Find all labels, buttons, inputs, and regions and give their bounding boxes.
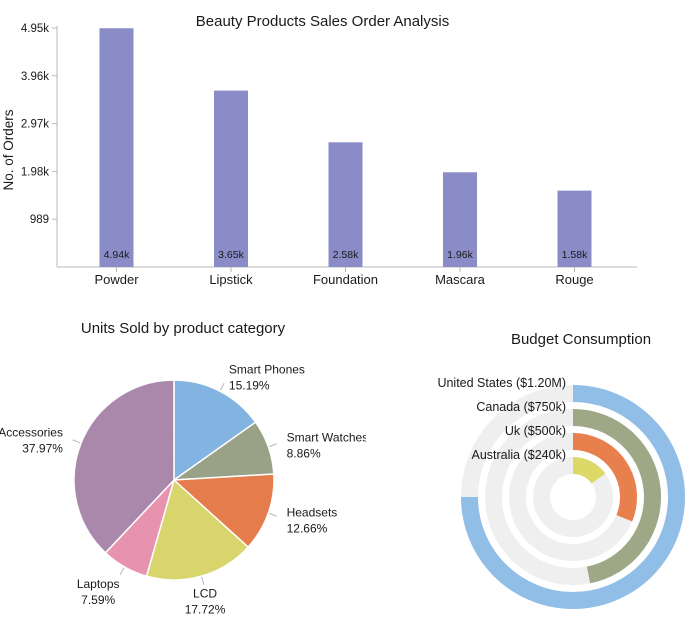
pie-slice-percent: 37.97% [22, 441, 63, 455]
radial-bar-label: Australia ($240k) [472, 448, 567, 462]
bar-value-label: 2.58k [333, 249, 359, 261]
radial-chart-canvas: United States ($1.20M) Canada ($750k) Uk (… [437, 376, 685, 609]
pie-slice-name: Smart Phones [229, 363, 305, 377]
pie-slice[interactable] [173, 379, 257, 482]
bar-value-label: 1.58k [562, 249, 588, 261]
pie-slice-name: LCD [193, 587, 217, 601]
bar-value-label: 4.94k [104, 249, 130, 261]
pie-slice-percent: 7.59% [81, 593, 115, 607]
pie-slice-percent: 12.66% [287, 521, 328, 535]
bar-value-label: 1.96k [447, 249, 473, 261]
leader-tick [269, 513, 277, 517]
pie-slice-name: Smart Watches [287, 431, 366, 445]
pie-slice-name: Accessories [0, 425, 63, 439]
radial-bar-label: United States ($1.20M) [437, 376, 566, 390]
pie-slice-percent: 8.86% [287, 447, 321, 461]
leader-tick [219, 382, 225, 391]
radial-bar[interactable] [572, 457, 606, 484]
bar-value-label: 3.65k [218, 249, 244, 261]
x-category-label: Foundation [313, 272, 378, 287]
pie-chart-canvas: Smart Phones 15.19% Smart Watches 8.86% Head… [0, 363, 366, 617]
x-category-label: Mascara [435, 272, 486, 287]
pie-chart-title: Units Sold by product category [80, 320, 286, 337]
y-axis-title: No. of Orders [1, 109, 16, 190]
pie-slice-name: Headsets [287, 505, 338, 519]
pie-slice-percent: 15.19% [229, 379, 270, 393]
x-category-label: Lipstick [209, 272, 253, 287]
leader-tick [72, 439, 81, 444]
radial-bar[interactable] [572, 433, 637, 522]
bar[interactable] [443, 172, 477, 267]
leader-tick [201, 576, 205, 585]
pie-slice[interactable] [172, 473, 275, 549]
bar[interactable] [99, 28, 134, 268]
pie-slice[interactable] [145, 478, 250, 581]
bar[interactable] [328, 142, 363, 267]
y-tick-label: 1.98k [21, 166, 49, 178]
bar[interactable] [214, 90, 248, 268]
bar[interactable] [557, 190, 592, 267]
bar-chart-title: Beauty Products Sales Order Analysis [195, 13, 450, 30]
radial-bar[interactable] [461, 385, 685, 609]
y-tick-label: 2.97k [21, 119, 49, 131]
radial-chart-title: Budget Consumption [510, 331, 652, 348]
pie-slice-percent: 17.72% [185, 603, 226, 617]
leader-tick [119, 567, 125, 576]
x-category-label: Powder [94, 272, 139, 287]
radial-bar-label: Canada ($750k) [476, 400, 566, 414]
y-tick-label: 989 [30, 214, 49, 226]
radial-bar[interactable] [572, 409, 661, 584]
y-tick-label: 3.96k [21, 71, 49, 83]
pie-slice-name: Laptops [77, 577, 120, 591]
bar-chart-canvas: 989 1.98k 2.97k 3.96k 4.95k No. of Orders 4.94… [1, 23, 637, 287]
pie-slice[interactable] [73, 379, 175, 554]
x-category-label: Rouge [555, 272, 593, 287]
leader-tick [269, 443, 277, 447]
y-tick-label: 4.95k [21, 23, 49, 35]
radial-bar-label: Uk ($500k) [505, 424, 566, 438]
